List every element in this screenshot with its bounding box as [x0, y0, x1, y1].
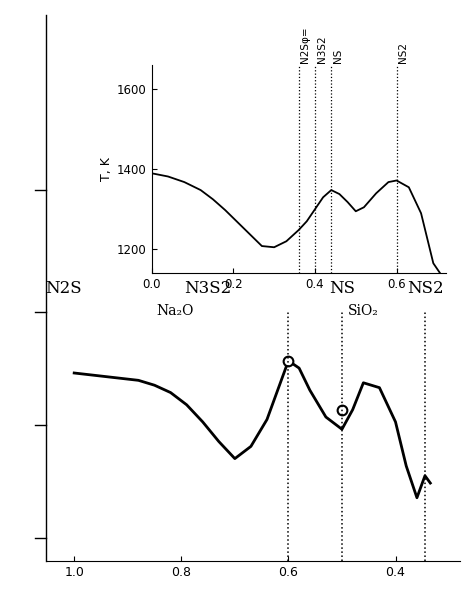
- Text: SiO₂: SiO₂: [348, 304, 379, 318]
- Text: NS: NS: [333, 49, 343, 64]
- Text: N2S: N2S: [45, 280, 82, 297]
- Text: NS: NS: [329, 280, 355, 297]
- Text: Na₂O: Na₂O: [156, 304, 194, 318]
- Text: NS2: NS2: [407, 280, 443, 297]
- Text: N2Sφ=: N2Sφ=: [300, 27, 310, 64]
- Y-axis label: T, K: T, K: [100, 157, 113, 181]
- Text: N3S2: N3S2: [317, 36, 327, 64]
- Text: NS2: NS2: [398, 42, 408, 64]
- Text: N3S2: N3S2: [184, 280, 232, 297]
